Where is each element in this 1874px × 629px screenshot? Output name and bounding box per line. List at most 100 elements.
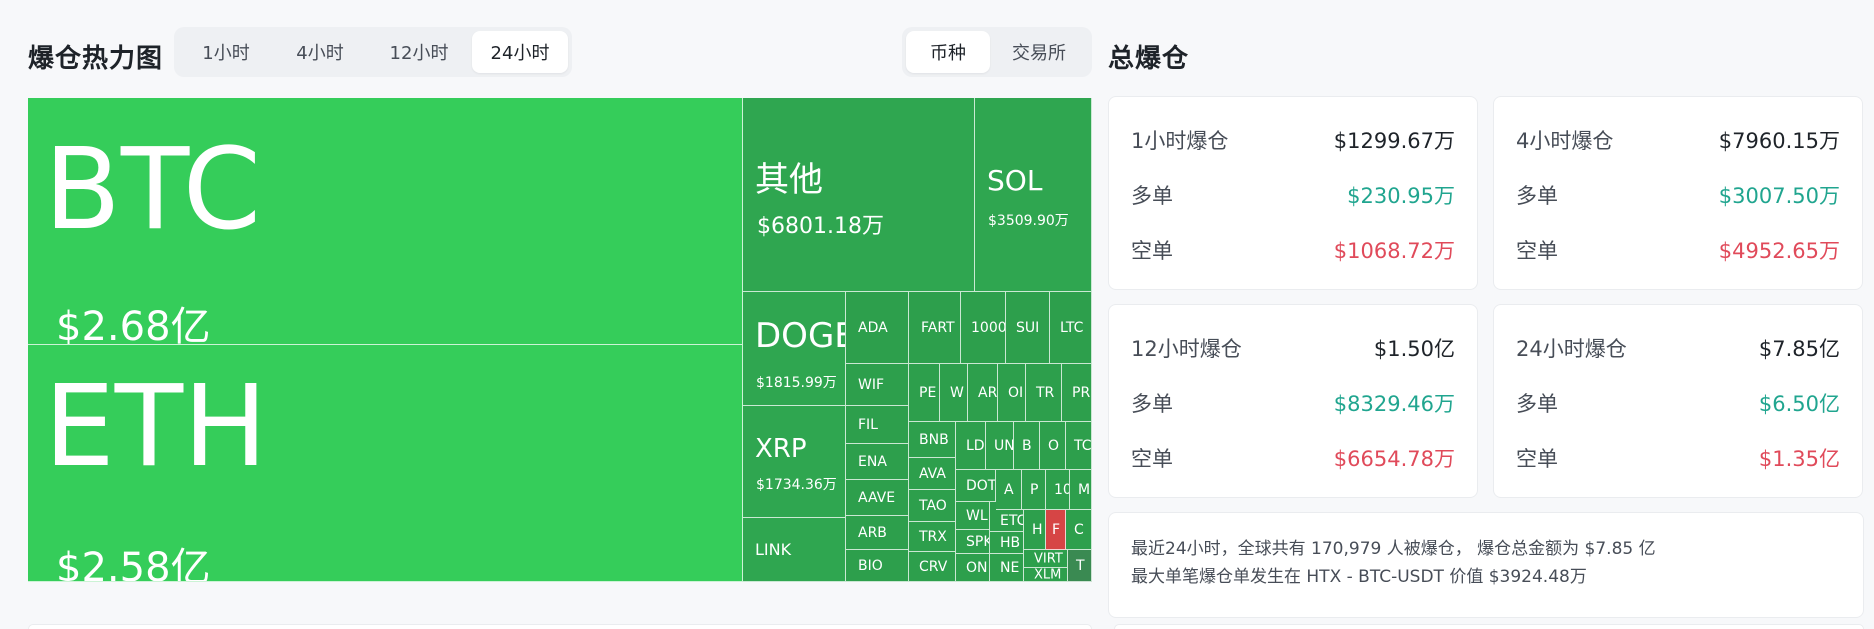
cell-symbol: A [1004,481,1014,498]
tab-by-exchange[interactable]: 交易所 [1012,43,1066,64]
heatmap-cell-virt[interactable]: VIRT [1024,550,1068,568]
heatmap-cell-xrp[interactable]: XRP $1734.36万 [743,406,846,518]
cell-symbol: P [1030,481,1039,498]
heatmap-cell-on[interactable]: ON [956,554,990,582]
summary-line-1: 最近24小时，全球共有 170,979 人被爆仓， 爆仓总金额为 $7.85 亿 [1131,539,1656,559]
heatmap-cell-oi[interactable]: OI [998,364,1026,422]
heatmap-cell-tao[interactable]: TAO [909,490,956,522]
cell-symbol: ETC [1000,512,1024,529]
heatmap-cell-trx[interactable]: TRX [909,522,956,552]
tab-4h[interactable]: 4小时 [296,43,344,64]
heatmap-cell-etc[interactable]: ETC [990,510,1024,532]
long-label: 多单 [1516,184,1558,208]
short-value: $1.35亿 [1758,447,1840,471]
heatmap-cell-ena[interactable]: ENA [846,444,909,480]
heatmap-cell-b[interactable]: B [1014,422,1040,470]
short-value: $4952.65万 [1718,239,1840,263]
card-total-row: 4小时爆仓 $7960.15万 [1516,125,1840,155]
heatmap-cell-un[interactable]: UN [986,422,1014,470]
cell-symbol: ETH [44,362,268,492]
card-long-row: 多单 $6.50亿 [1516,388,1840,418]
heatmap-cell-pr[interactable]: PR [1062,364,1092,422]
cell-symbol: SUI [1016,319,1040,336]
long-label: 多单 [1131,392,1173,416]
cell-symbol: NE [1000,559,1020,576]
cell-symbol: FART [921,319,955,336]
heatmap-cell-hb[interactable]: HB [990,532,1024,554]
heatmap-cell-ada[interactable]: ADA [846,292,909,364]
heatmap-cell-ne[interactable]: NE [990,554,1024,582]
tab-24h[interactable]: 24小时 [472,31,568,73]
long-value: $8329.46万 [1333,392,1455,416]
heatmap-cell-ld[interactable]: LD [956,422,986,470]
cell-value: $1815.99万 [756,375,837,391]
heatmap-cell-tc[interactable]: TC [1066,422,1092,470]
heatmap-cell-dot[interactable]: DOT [956,470,996,502]
heatmap-cell-h[interactable]: H [1024,510,1046,550]
heatmap-cell-a[interactable]: A [996,470,1022,510]
cell-symbol: FIL [858,416,878,433]
heatmap-cell-f[interactable]: F [1046,510,1066,550]
card-label: 4小时爆仓 [1516,129,1614,153]
heatmap-cell-doge[interactable]: DOGE $1815.99万 [743,292,846,406]
heatmap-cell-other[interactable]: 其他 $6801.18万 [743,98,975,292]
cell-symbol: AAVE [858,489,896,506]
heatmap-cell-o[interactable]: O [1040,422,1066,470]
heatmap-cell-wif[interactable]: WIF [846,364,909,406]
cell-value: $6801.18万 [757,214,884,239]
summary-line-2: 最大单笔爆仓单发生在 HTX - BTC-USDT 价值 $3924.48万 [1131,567,1587,587]
heatmap-cell-bio[interactable]: BIO [846,550,909,582]
heatmap-cell-arb[interactable]: ARB [846,516,909,550]
card-label: 12小时爆仓 [1131,337,1242,361]
heatmap-cell-ar[interactable]: AR [968,364,998,422]
heatmap-cell-p[interactable]: P [1022,470,1046,510]
cell-symbol: HB [1000,534,1021,551]
liquidation-heatmap: BTC $2.68亿 ETH $2.58亿 其他 $6801.18万 SOL $… [28,98,1092,582]
heatmap-cell-aave[interactable]: AAVE [846,480,909,516]
heatmap-cell-sol[interactable]: SOL $3509.90万 [975,98,1092,292]
time-range-selector: 1小时 4小时 12小时 24小时 [174,27,572,77]
heatmap-cell-bnb[interactable]: BNB [909,422,956,458]
cell-symbol: XRP [755,434,807,464]
heatmap-cell-t[interactable]: T [1068,550,1092,582]
short-label: 空单 [1131,239,1173,263]
card-total-row: 12小时爆仓 $1.50亿 [1131,333,1455,363]
cell-symbol: CRV [919,558,948,575]
heatmap-cell-link[interactable]: LINK [743,518,846,582]
card-long-row: 多单 $8329.46万 [1131,388,1455,418]
heatmap-cell-btc[interactable]: BTC $2.68亿 [28,98,743,345]
heatmap-cell-m[interactable]: M [1070,470,1092,510]
cell-symbol: BNB [919,431,949,448]
long-value: $230.95万 [1347,184,1455,208]
card-long-row: 多单 $230.95万 [1131,180,1455,210]
heatmap-cell-spk[interactable]: SPK [956,530,990,554]
card-label: 24小时爆仓 [1516,337,1627,361]
heatmap-cell-fart[interactable]: FART [909,292,961,364]
heatmap-cell-eth[interactable]: ETH $2.58亿 [28,345,743,582]
tab-1h[interactable]: 1小时 [202,43,250,64]
tab-12h[interactable]: 12小时 [389,43,449,64]
heatmap-cell-pe[interactable]: PE [909,364,940,422]
heatmap-cell-1000[interactable]: 1000 [961,292,1006,364]
card-long-row: 多单 $3007.50万 [1516,180,1840,210]
heatmap-cell-crv[interactable]: CRV [909,552,956,582]
heatmap-cell-wl[interactable]: WL [956,502,990,530]
heatmap-cell-ltc[interactable]: LTC [1050,292,1092,364]
cell-symbol: PE [919,384,937,401]
card-12h: 12小时爆仓 $1.50亿 多单 $8329.46万 空单 $6654.78万 [1108,304,1478,498]
heatmap-cell-xlm[interactable]: XLM [1024,568,1068,582]
next-panel-edge-right [1114,624,1864,629]
heatmap-cell-ava[interactable]: AVA [909,458,956,490]
heatmap-cell-w[interactable]: W [940,364,968,422]
heatmap-cell-c[interactable]: C [1066,510,1092,550]
liquidation-summary: 最近24小时，全球共有 170,979 人被爆仓， 爆仓总金额为 $7.85 亿… [1108,512,1864,618]
card-24h: 24小时爆仓 $7.85亿 多单 $6.50亿 空单 $1.35亿 [1493,304,1863,498]
heatmap-cell-10[interactable]: 10 [1046,470,1070,510]
long-value: $3007.50万 [1718,184,1840,208]
tab-by-coin[interactable]: 币种 [906,31,990,73]
heatmap-cell-sui[interactable]: SUI [1006,292,1050,364]
heatmap-cell-fil[interactable]: FIL [846,406,909,444]
cell-symbol: PR [1072,384,1091,401]
heatmap-cell-tr[interactable]: TR [1026,364,1062,422]
